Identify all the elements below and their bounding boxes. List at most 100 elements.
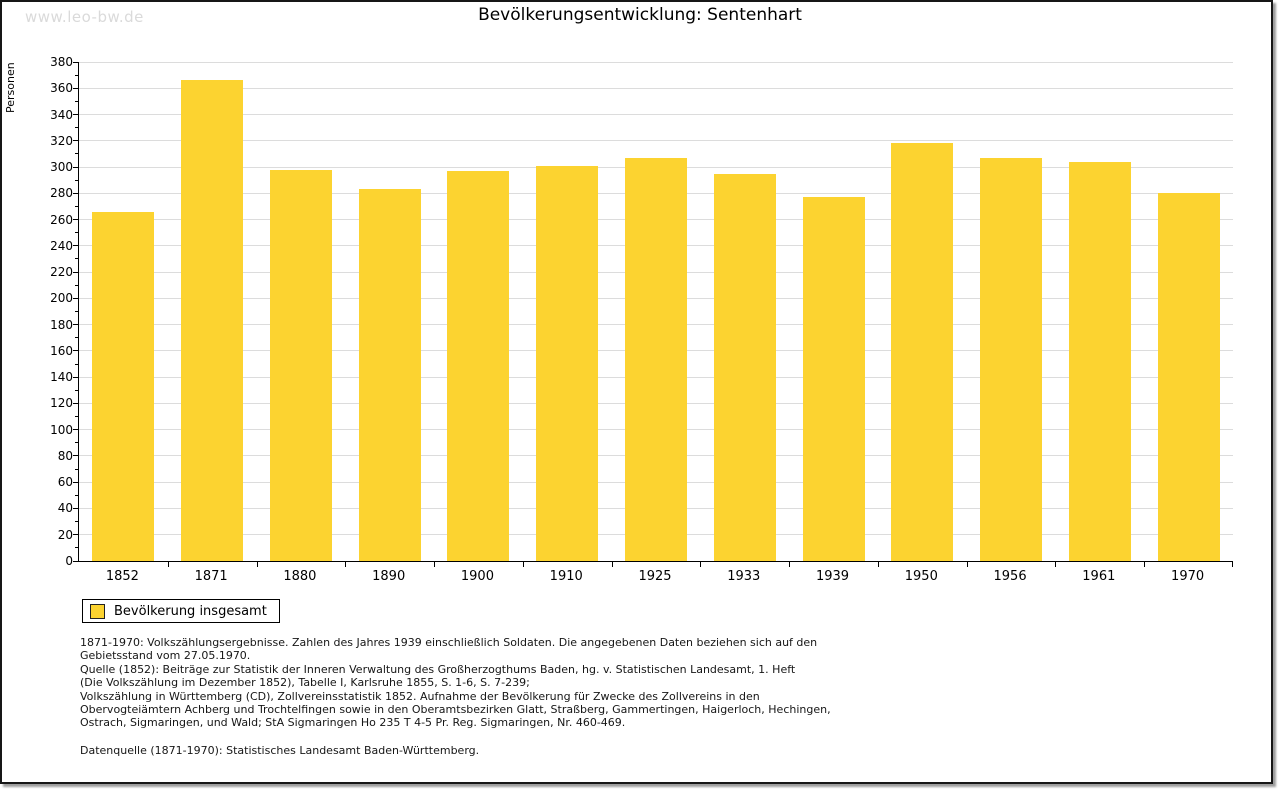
bar	[447, 171, 510, 561]
y-axis-minor-tick	[75, 127, 78, 129]
y-axis-minor-tick	[75, 442, 78, 444]
x-axis-tick	[789, 562, 791, 567]
y-axis-tick-label: 160	[50, 343, 73, 358]
bar	[1068, 161, 1131, 561]
bar	[92, 211, 155, 561]
y-axis-minor-tick	[75, 468, 78, 470]
x-axis-tick-label: 1956	[993, 569, 1027, 584]
x-axis-tick	[434, 562, 436, 567]
page-title: Bevölkerungsentwicklung: Sentenhart	[478, 5, 802, 25]
y-axis-tick	[73, 560, 78, 562]
x-axis-tick-label: 1933	[727, 569, 761, 584]
y-axis-minor-tick	[75, 100, 78, 102]
y-axis-tick	[73, 429, 78, 431]
y-axis-tick	[73, 376, 78, 378]
bar	[625, 157, 687, 561]
y-axis-tick-label: 140	[50, 370, 73, 385]
y-axis-tick-label: 180	[50, 317, 73, 332]
legend: Bevölkerung insgesamt	[82, 599, 280, 623]
y-axis-tick-label: 320	[50, 133, 73, 148]
legend-swatch-icon	[90, 603, 105, 619]
x-axis-tick-label: 1871	[194, 569, 228, 584]
gridline	[79, 87, 1233, 89]
x-axis-tick-label: 1925	[638, 569, 672, 584]
x-axis-tick-label: 1970	[1171, 569, 1205, 584]
y-axis-tick-label: 60	[57, 475, 73, 490]
footnote-line: Quelle (1852): Beiträge zur Statistik de…	[80, 662, 796, 676]
footnote-line: 1871-1970: Volkszählungsergebnisse. Zahl…	[80, 636, 818, 649]
y-axis-minor-tick	[75, 179, 78, 181]
bar	[269, 169, 332, 561]
x-axis-tick	[522, 562, 524, 567]
x-axis-tick	[877, 562, 879, 567]
y-axis-minor-tick	[75, 521, 78, 523]
footnote-line: (Die Volkszählung im Dezember 1852), Tab…	[80, 676, 530, 690]
watermark: www.leo-bw.de	[25, 8, 144, 26]
y-axis-minor-tick	[75, 205, 78, 207]
y-axis-tick	[73, 192, 78, 194]
y-axis-minor-tick	[75, 311, 78, 312]
y-axis-tick	[73, 455, 78, 457]
x-axis-tick-label: 1852	[105, 569, 139, 584]
y-axis-minor-tick	[75, 494, 78, 496]
y-axis-tick-label: 300	[50, 160, 73, 175]
x-axis-tick	[1055, 562, 1057, 567]
gridline	[79, 114, 1233, 116]
x-axis-tick	[345, 562, 347, 567]
x-axis-tick-label: 1961	[1082, 569, 1116, 584]
y-axis-tick	[73, 219, 78, 221]
bar	[713, 173, 776, 561]
legend-label: Bevölkerung insgesamt	[114, 603, 267, 619]
y-axis-minor-tick	[75, 258, 78, 260]
y-axis-minor-tick	[75, 416, 78, 418]
x-axis-tick-label: 1890	[372, 569, 406, 584]
y-axis-tick-label: 20	[57, 527, 73, 542]
bar	[358, 189, 421, 561]
y-axis-tick	[73, 166, 78, 168]
y-axis-tick	[73, 481, 78, 483]
footnote-line: Volkszählung in Württemberg (CD), Zollve…	[80, 689, 760, 703]
y-axis-tick	[73, 324, 78, 326]
y-axis-tick-label: 100	[50, 422, 73, 437]
y-axis-minor-tick	[75, 547, 78, 549]
footnote-line: Ostrach, Sigmaringen, und Wald; StA Sigm…	[80, 716, 626, 730]
x-axis-tick	[700, 562, 702, 567]
x-axis-tick	[611, 562, 613, 567]
y-axis-minor-tick	[75, 284, 78, 286]
y-axis-tick	[73, 350, 78, 352]
x-axis-tick-label: 1910	[549, 569, 583, 584]
y-axis-tick-label: 200	[50, 291, 73, 306]
y-axis-minor-tick	[75, 153, 78, 155]
bar	[181, 80, 244, 561]
y-axis-tick	[73, 402, 78, 404]
y-axis-tick-label: 220	[50, 265, 73, 280]
y-axis-minor-tick	[75, 337, 78, 339]
datasource-note: Datenquelle (1871-1970): Statistisches L…	[80, 744, 480, 757]
x-axis-tick	[256, 562, 258, 567]
y-axis-tick	[73, 271, 78, 273]
x-axis-tick	[1232, 562, 1233, 567]
x-axis-tick-label: 1939	[815, 569, 850, 584]
gridline	[79, 140, 1233, 142]
y-axis-tick-label: 120	[50, 396, 73, 411]
footnote-line: Gebietsstand vom 27.05.1970.	[80, 649, 251, 663]
y-axis-tick	[73, 87, 78, 89]
x-axis-tick	[966, 562, 968, 567]
y-axis-tick-label: 360	[50, 81, 73, 96]
footnotes: 1871-1970: Volkszählungsergebnisse. Zahl…	[80, 636, 1180, 730]
y-axis-tick	[73, 534, 78, 536]
bar	[536, 165, 599, 561]
y-axis-minor-tick	[75, 389, 78, 391]
bar	[891, 143, 954, 561]
y-axis-tick-label: 380	[50, 55, 73, 69]
y-axis-tick	[73, 114, 78, 116]
y-axis-tick-label: 0	[65, 554, 73, 568]
y-axis-tick-label: 280	[50, 186, 73, 201]
gridline	[79, 61, 1233, 63]
bar	[1157, 193, 1220, 561]
y-axis-tick	[73, 245, 78, 247]
plot-area: 0 20 40 60 80 100 120 140 160 180 200 220 240 260 280 3…	[50, 55, 1233, 568]
bar	[802, 197, 865, 561]
y-axis-minor-tick	[75, 232, 78, 234]
